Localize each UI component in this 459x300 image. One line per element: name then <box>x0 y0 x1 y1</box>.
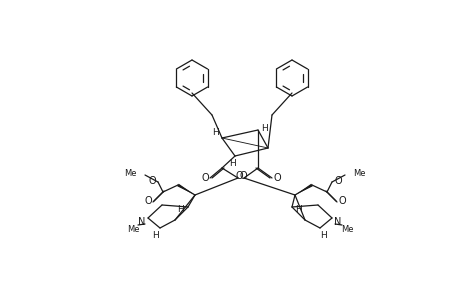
Text: O: O <box>144 196 151 206</box>
Text: H: H <box>295 205 302 214</box>
Text: O: O <box>201 173 208 183</box>
Text: H: H <box>177 205 184 214</box>
Text: N: N <box>138 217 146 227</box>
Text: H: H <box>152 230 159 239</box>
Text: Me: Me <box>352 169 365 178</box>
Text: H: H <box>212 128 219 136</box>
Text: H: H <box>261 124 268 133</box>
Text: N: N <box>334 217 341 227</box>
Text: Me: Me <box>340 226 353 235</box>
Text: O: O <box>337 196 345 206</box>
Text: O: O <box>273 173 280 183</box>
Text: H: H <box>229 158 236 167</box>
Text: O: O <box>239 171 246 181</box>
Text: O: O <box>148 176 156 186</box>
Text: H: H <box>320 230 327 239</box>
Polygon shape <box>177 184 195 195</box>
Text: O: O <box>333 176 341 186</box>
Text: Me: Me <box>127 226 139 235</box>
Text: O: O <box>235 171 242 181</box>
Text: Me: Me <box>124 169 137 178</box>
Polygon shape <box>294 184 312 195</box>
